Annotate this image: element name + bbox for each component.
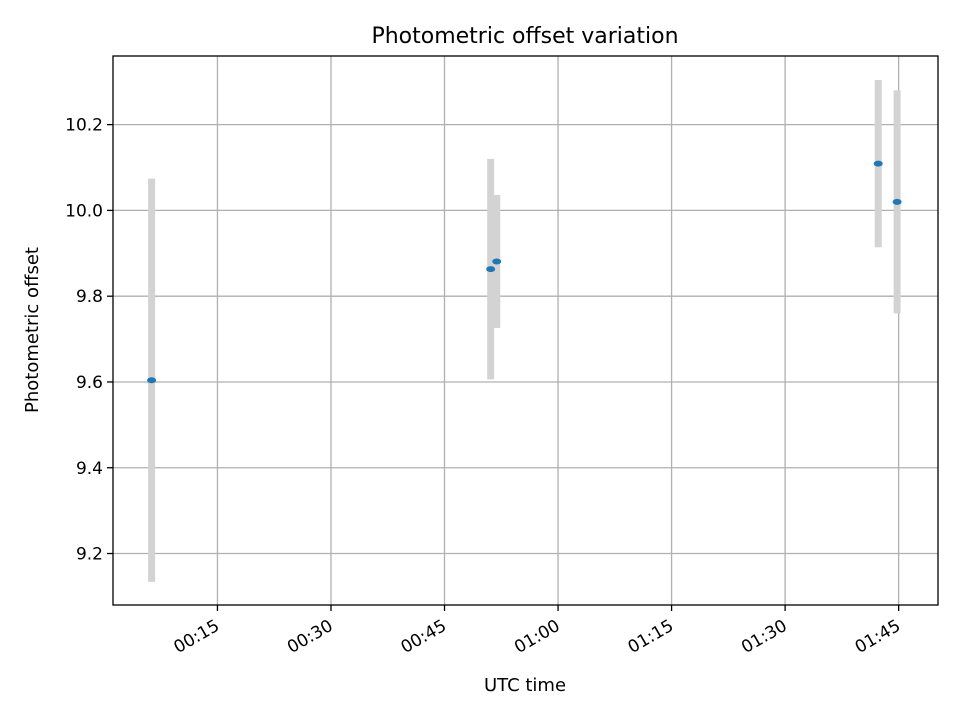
data-point (492, 258, 502, 265)
y-tick-label: 9.8 (76, 287, 103, 307)
chart-title: Photometric offset variation (371, 24, 678, 49)
y-axis-label: Photometric offset (22, 247, 43, 413)
data-points (147, 160, 902, 384)
data-point (486, 266, 496, 273)
y-tick-label: 9.4 (76, 459, 103, 479)
y-tick-label: 10.2 (65, 116, 103, 136)
y-tick-label: 9.2 (76, 545, 103, 565)
data-point (147, 377, 157, 384)
y-tick-label: 10.0 (65, 201, 103, 221)
y-tick-label: 9.6 (76, 373, 103, 393)
data-point (892, 198, 902, 205)
x-axis-label: UTC time (484, 675, 566, 696)
grid (113, 56, 938, 605)
data-point (873, 160, 883, 167)
y-axis-ticks: 9.2 9.4 9.6 9.8 10.0 10.2 (65, 116, 113, 565)
plot-frame (112, 55, 939, 606)
